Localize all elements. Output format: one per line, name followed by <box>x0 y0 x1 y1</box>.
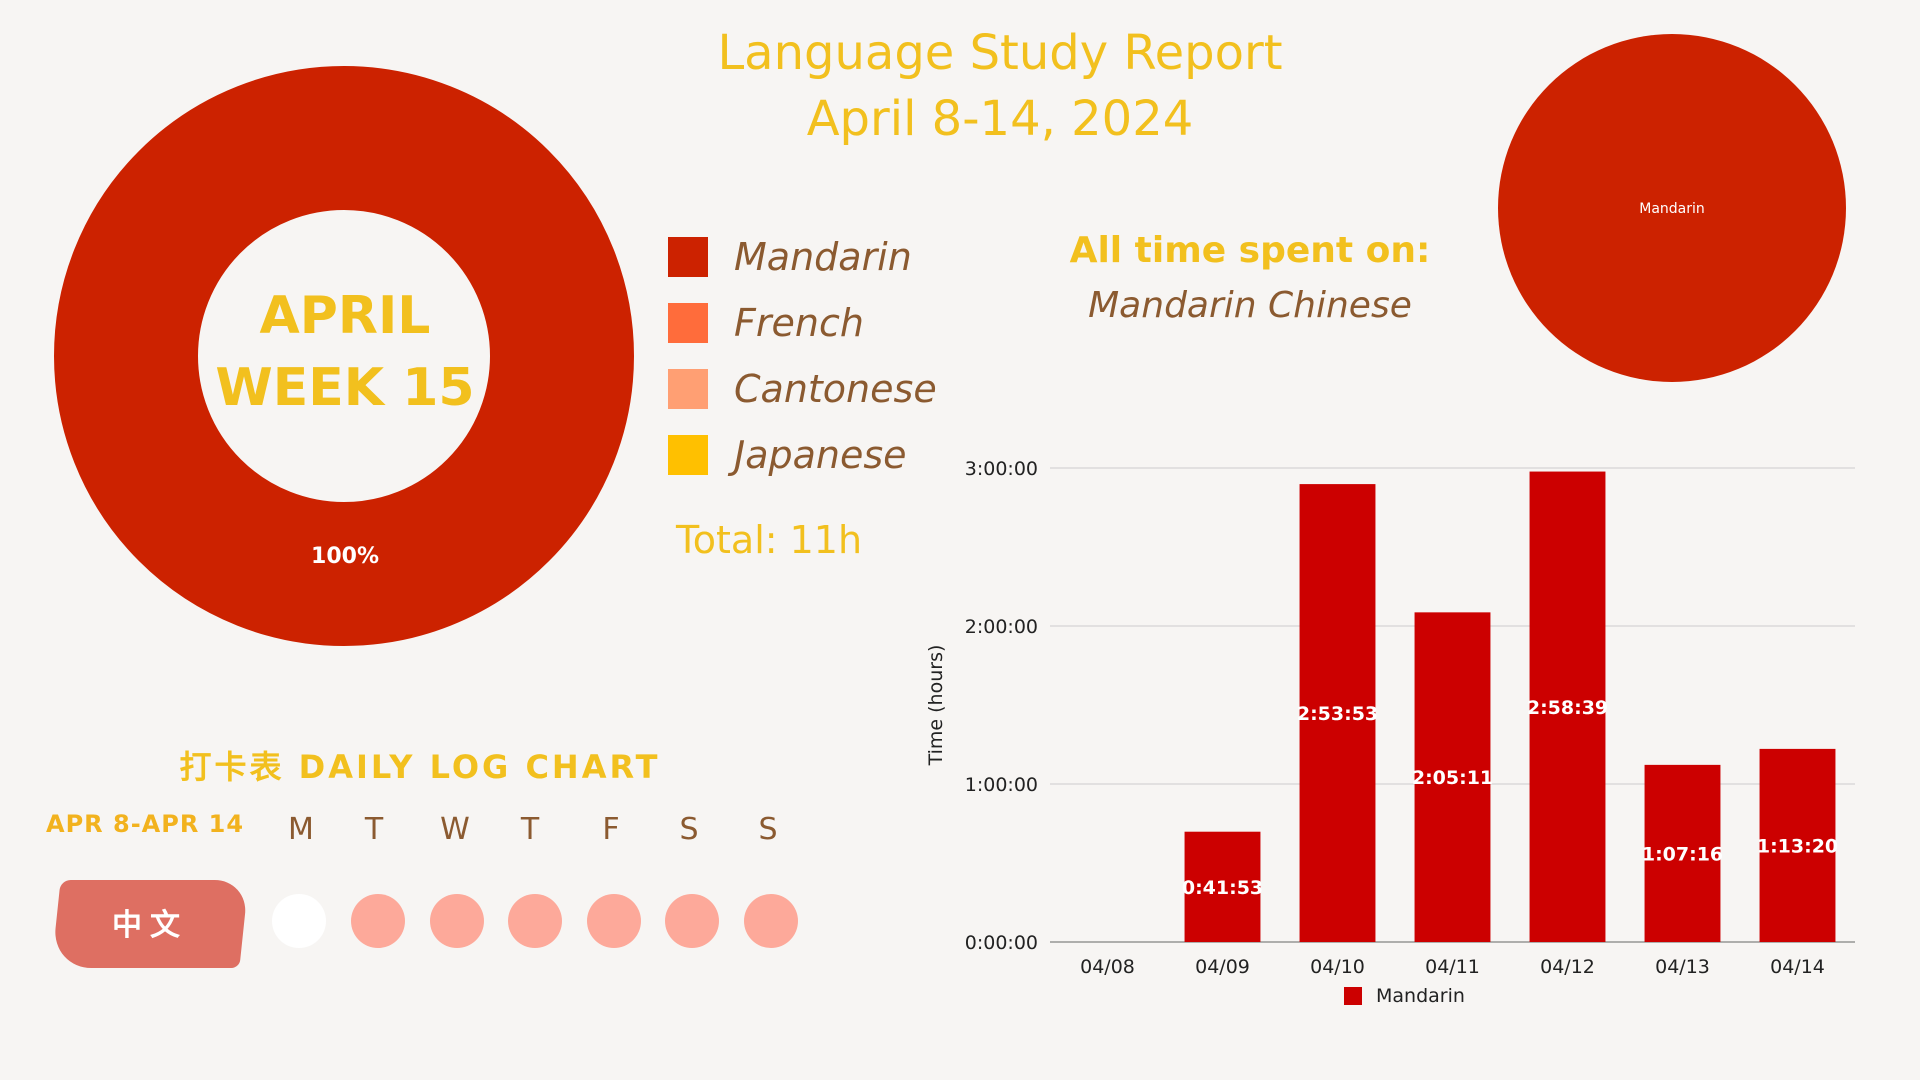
donut-percent-label: 100% <box>311 544 379 569</box>
legend-item-cantonese: Cantonese <box>668 356 937 422</box>
y-tick-label: 2:00:00 <box>965 616 1038 638</box>
legend-swatch <box>668 435 708 475</box>
bar-data-label: 2:53:53 <box>1297 703 1378 725</box>
y-tick-label: 3:00:00 <box>965 458 1038 480</box>
x-tick-label: 04/13 <box>1655 956 1710 978</box>
legend-swatch <box>668 369 708 409</box>
x-tick-label: 04/10 <box>1310 956 1365 978</box>
day-header: M <box>288 812 314 847</box>
legend-item-japanese: Japanese <box>668 422 937 488</box>
day-header: S <box>758 812 778 847</box>
report-title: Language Study Report April 8-14, 2024 <box>600 20 1400 152</box>
legend-label: French <box>734 301 864 345</box>
x-tick-label: 04/09 <box>1195 956 1250 978</box>
day-header: F <box>602 812 620 847</box>
log-dot-friday <box>587 894 641 948</box>
legend-label: Cantonese <box>734 367 937 411</box>
legend-item-mandarin: Mandarin <box>668 224 937 290</box>
bar-04-09 <box>1184 831 1261 942</box>
donut-slice-mandarin <box>54 66 634 646</box>
legend-swatch <box>668 303 708 343</box>
legend-swatch-mandarin <box>1344 987 1362 1005</box>
donut-center-line1: APRIL <box>259 286 431 346</box>
bar-data-label: 1:13:20 <box>1757 835 1838 857</box>
y-tick-label: 0:00:00 <box>965 932 1038 954</box>
donut-center-line2: WEEK 15 <box>215 358 475 418</box>
log-dot-sunday <box>744 894 798 948</box>
legend-item-french: French <box>668 290 937 356</box>
day-header: T <box>364 812 384 847</box>
bar-04-14 <box>1759 748 1836 942</box>
report-title-line2: April 8-14, 2024 <box>806 91 1194 147</box>
x-tick-label: 04/14 <box>1770 956 1825 978</box>
pie-slice-mandarin <box>1498 34 1846 382</box>
bar-04-10 <box>1299 484 1376 942</box>
bar-04-12 <box>1529 471 1606 942</box>
x-tick-label: 04/11 <box>1425 956 1480 978</box>
y-axis-title: Time (hours) <box>925 645 947 767</box>
bar-data-label: 1:07:16 <box>1642 843 1723 865</box>
day-header: T <box>520 812 540 847</box>
day-header: W <box>440 812 470 847</box>
legend-label: Mandarin <box>734 235 912 279</box>
x-tick-label: 04/12 <box>1540 956 1595 978</box>
report-title-line1: Language Study Report <box>717 25 1283 81</box>
row-label-chinese: 中文 <box>112 908 188 943</box>
daily-time-bar-chart: 0:00:00 1:00:00 2:00:00 3:00:00 Time (hours)… <box>925 458 1855 1007</box>
language-legend: Mandarin French Cantonese Japanese <box>668 224 937 488</box>
bar-data-label: 0:41:53 <box>1182 877 1263 899</box>
pie-slice-label: Mandarin <box>1639 201 1705 217</box>
legend-label-mandarin: Mandarin <box>1376 985 1465 1007</box>
y-tick-label: 1:00:00 <box>965 774 1038 796</box>
bar-data-label: 2:58:39 <box>1527 697 1608 719</box>
bar-04-13 <box>1644 764 1721 942</box>
alltime-title: All time spent on: <box>1069 230 1431 271</box>
x-tick-label: 04/08 <box>1080 956 1135 978</box>
bar-data-label: 2:05:11 <box>1412 767 1493 789</box>
legend-label: Japanese <box>734 433 907 477</box>
total-time: Total: 11h <box>676 518 863 562</box>
daily-log-title: 打卡表 DAILY LOG CHART <box>179 748 661 786</box>
donut-center-label: APRIL WEEK 15 <box>200 280 490 424</box>
legend-swatch <box>668 237 708 277</box>
log-dot-monday <box>272 894 326 948</box>
weekly-donut-chart <box>54 66 634 646</box>
log-dot-wednesday <box>430 894 484 948</box>
log-dot-thursday <box>508 894 562 948</box>
alltime-pie-chart: Mandarin <box>1498 34 1846 382</box>
day-header: S <box>679 812 699 847</box>
alltime-language: Mandarin Chinese <box>1088 285 1412 326</box>
bar-04-11 <box>1414 612 1491 942</box>
log-dot-tuesday <box>351 894 405 948</box>
daily-log-range: APR 8-APR 14 <box>46 810 245 838</box>
log-dot-saturday <box>665 894 719 948</box>
